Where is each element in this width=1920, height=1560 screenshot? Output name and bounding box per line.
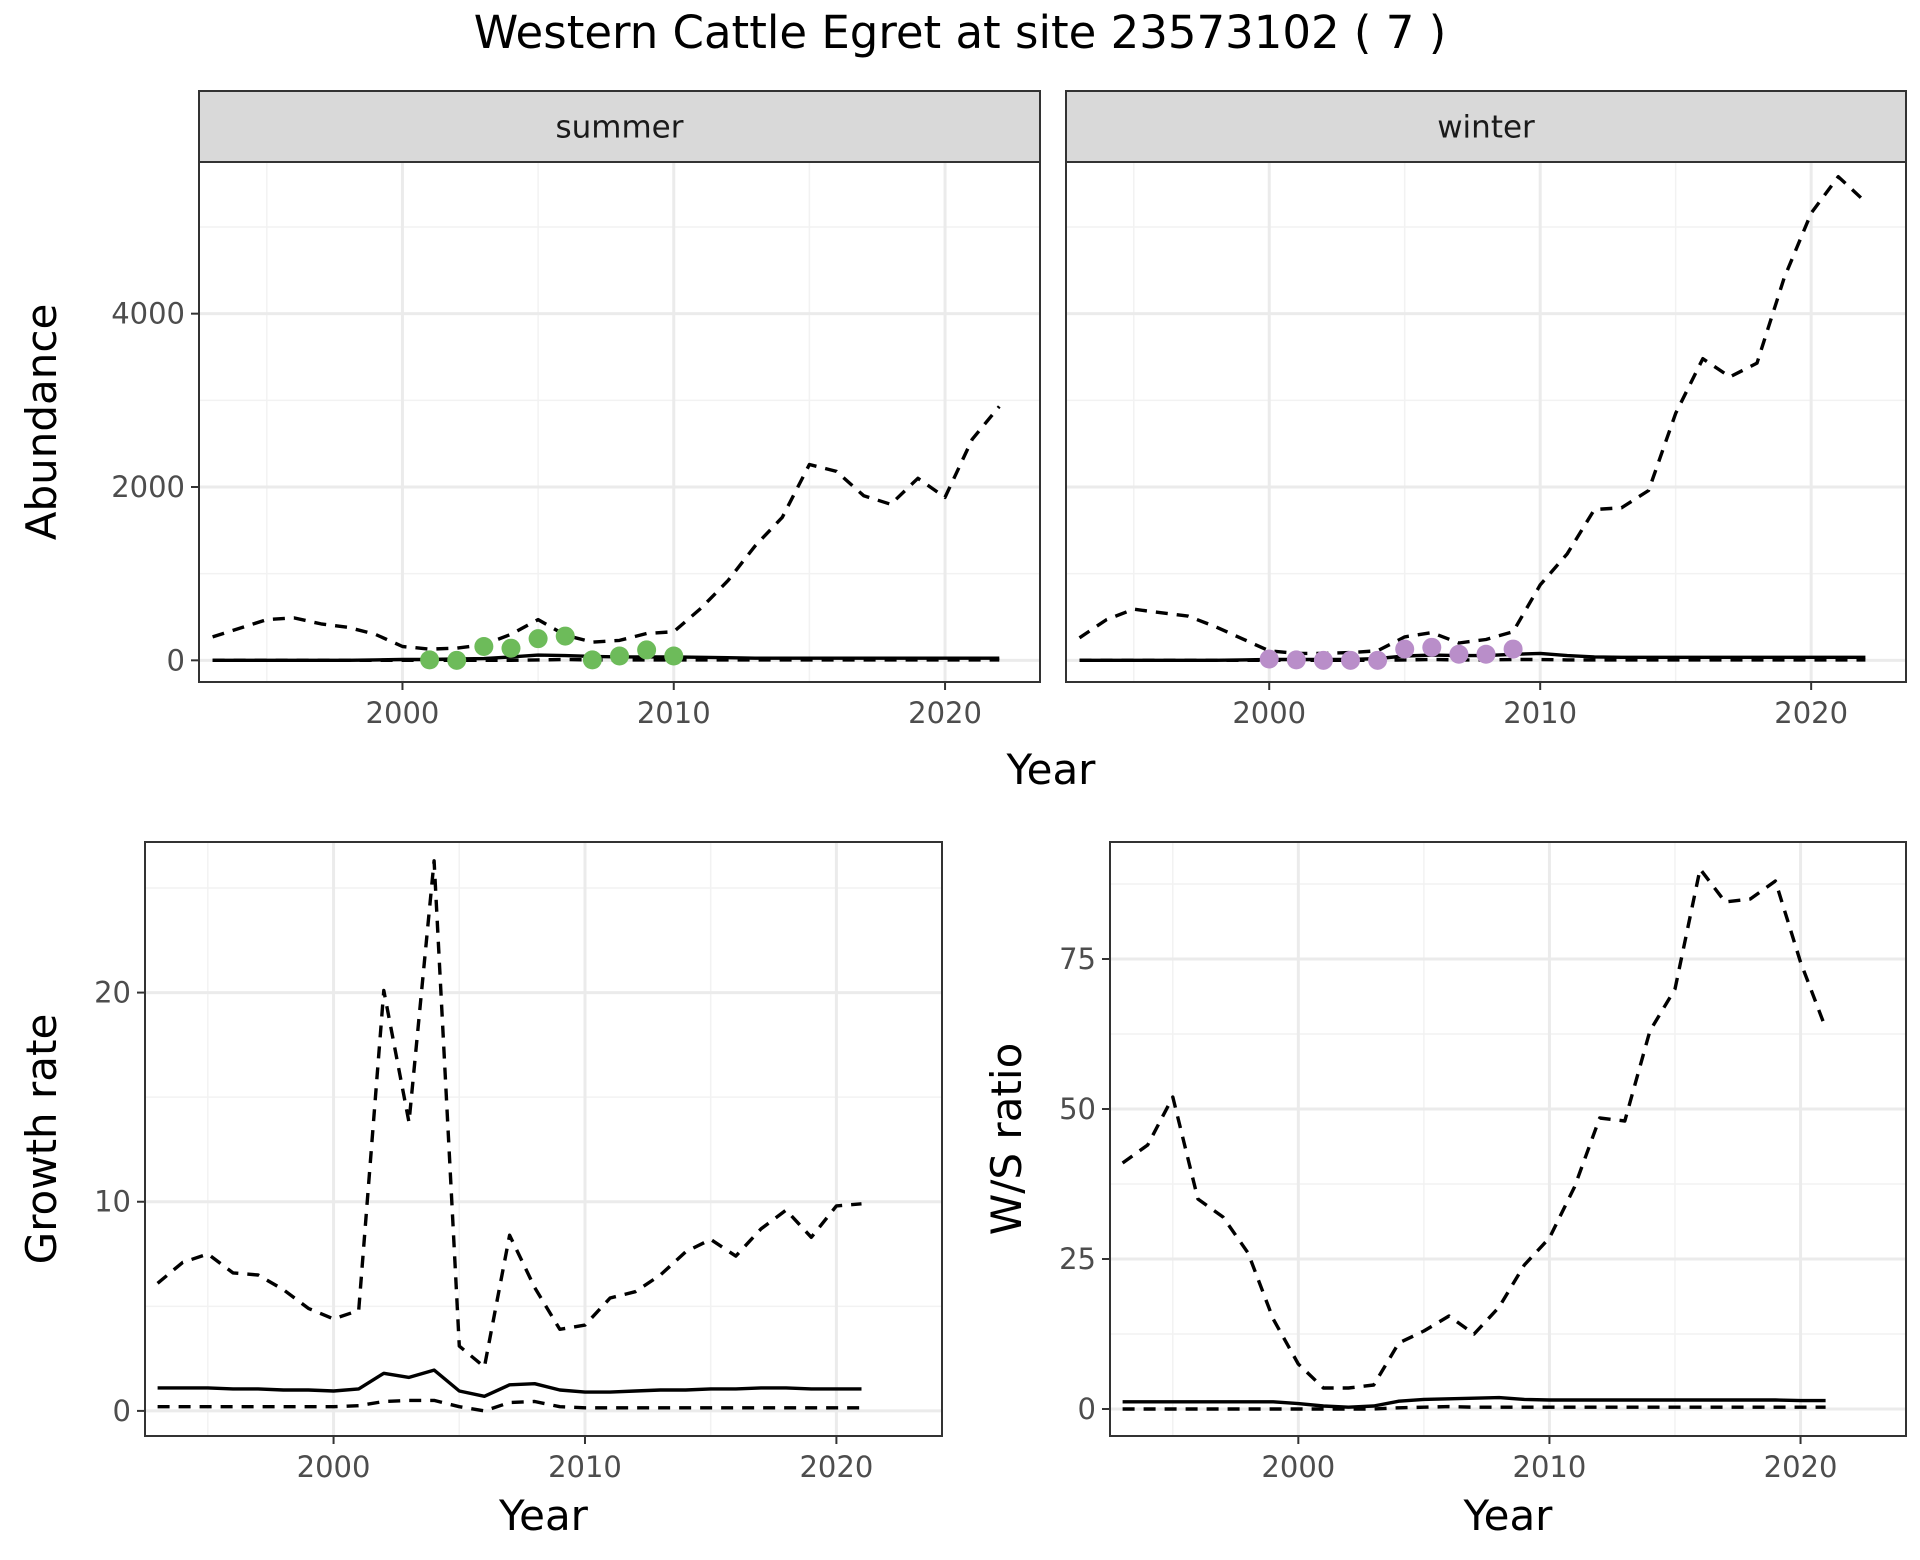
lower-bound-line: [1079, 657, 1866, 662]
panel-border: [144, 841, 943, 1437]
observed-point: [447, 650, 467, 670]
upper-bound-line: [156, 859, 862, 1369]
observed-point: [474, 636, 494, 656]
y-axis-title: Abundance: [17, 304, 66, 541]
x-axis-title: Year: [498, 1491, 589, 1540]
x-tick-label: 2020: [799, 1450, 873, 1484]
panel-border: [1109, 841, 1907, 1437]
facet-strip: [1065, 90, 1907, 163]
x-tick-label: 2000: [1261, 1450, 1335, 1484]
y-axis-title: W/S ratio: [982, 1043, 1031, 1236]
observed-point: [1476, 644, 1496, 664]
observed-point: [1259, 649, 1279, 669]
x-axis-title: Year: [1463, 1491, 1554, 1540]
y-tick-label: 0: [113, 1394, 131, 1428]
observed-point: [1368, 650, 1388, 670]
observed-point: [1449, 644, 1469, 664]
observed-point: [637, 640, 657, 660]
y-tick-label: 4000: [111, 297, 185, 331]
estimate-line: [1122, 1395, 1826, 1409]
winter-abundance-panel: winter 2000 2010 2020: [1065, 90, 1907, 730]
lower-bound-line: [157, 1398, 862, 1413]
y-tick-label: 0: [1078, 1392, 1096, 1426]
y-tick-label: 50: [1059, 1092, 1096, 1126]
observed-point: [1341, 650, 1361, 670]
x-tick-label: 2010: [1503, 696, 1577, 730]
y-tick-label: 25: [1059, 1242, 1096, 1276]
x-tick-label: 2010: [548, 1450, 622, 1484]
x-tick-label: 2020: [1764, 1450, 1838, 1484]
observed-point: [501, 638, 521, 658]
x-tick-label: 2010: [1513, 1450, 1587, 1484]
observed-point: [1422, 637, 1442, 657]
y-tick-label: 0: [167, 643, 185, 677]
x-tick-label: 2020: [908, 696, 982, 730]
y-tick-label: 20: [94, 976, 131, 1010]
x-tick-label: 2000: [366, 696, 440, 730]
observed-point: [555, 626, 575, 646]
observed-point: [610, 646, 629, 666]
growth-rate-panel: 2000 2010 2020 0 10 20 Growth rate Year: [17, 841, 943, 1540]
observed-point: [1286, 650, 1306, 670]
observed-point: [1503, 639, 1523, 659]
y-tick-label: 10: [94, 1185, 131, 1219]
facet-strip-label: winter: [1437, 110, 1535, 146]
y-tick-label: 2000: [111, 470, 185, 504]
figure-title: Western Cattle Egret at site 23573102 ( …: [474, 6, 1447, 59]
observed-point: [420, 650, 440, 670]
upper-bound-line: [1078, 174, 1867, 656]
upper-bound-line: [1121, 867, 1828, 1390]
observed-point: [664, 646, 684, 666]
upper-bound-line: [212, 405, 1001, 651]
observed-point: [1395, 639, 1415, 659]
facet-strip-label: summer: [555, 110, 683, 146]
estimate-line: [157, 1368, 862, 1399]
x-tick-label: 2000: [297, 1450, 371, 1484]
x-tick-label: 2010: [637, 696, 711, 730]
observed-point: [582, 650, 602, 670]
observed-point: [528, 629, 548, 649]
y-tick-label: 75: [1059, 942, 1096, 976]
observed-point: [1313, 650, 1333, 670]
ws-ratio-panel: 2000 2010 2020 0 25 50 75 W/S ratio Year: [982, 841, 1907, 1540]
y-axis-title: Growth rate: [17, 1014, 66, 1265]
x-tick-label: 2020: [1774, 696, 1848, 730]
lower-bound-line: [212, 657, 1000, 662]
x-tick-label: 2000: [1232, 696, 1306, 730]
summer-abundance-panel: summer 2000 2010 2020 0 2000 4000 Abundance: [17, 90, 1041, 730]
facet-strip: [198, 90, 1041, 163]
top-x-axis-label: Year: [1006, 745, 1097, 794]
